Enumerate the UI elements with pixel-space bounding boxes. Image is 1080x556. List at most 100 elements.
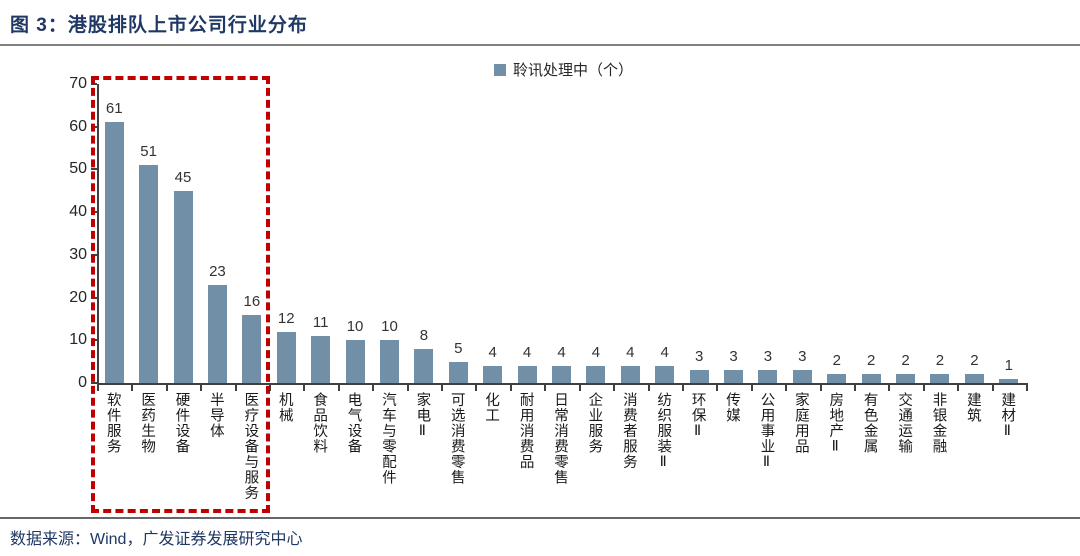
- bar: [758, 370, 778, 383]
- x-tick: [750, 385, 753, 391]
- bar-value-label: 2: [901, 352, 910, 370]
- x-tick: [1026, 385, 1028, 391]
- x-tick: [785, 385, 788, 391]
- x-tick: [578, 385, 581, 391]
- bar: [379, 340, 399, 383]
- bar: [276, 331, 296, 383]
- bar: [964, 374, 984, 383]
- legend: 聆讯处理中（个）: [494, 59, 633, 80]
- category-label: 企业服务: [586, 392, 603, 454]
- x-tick: [647, 385, 650, 391]
- legend-label: 聆讯处理中（个）: [513, 62, 634, 79]
- x-tick: [716, 385, 719, 391]
- bar-value-label: 4: [557, 343, 566, 361]
- bar: [311, 336, 331, 383]
- y-tick-label: 30: [69, 245, 87, 263]
- bar: [552, 365, 571, 383]
- category-label: 传媒: [724, 392, 741, 423]
- bar-value-label: 45: [174, 168, 192, 186]
- x-tick: [406, 385, 409, 391]
- bar-value-label: 2: [832, 352, 841, 370]
- category-label: 耐用消费品: [517, 392, 534, 470]
- bar-value-label: 10: [346, 318, 364, 336]
- bar-value-label: 4: [522, 343, 532, 361]
- y-tick-label: 40: [69, 203, 87, 221]
- category-label: 环保Ⅱ: [689, 392, 706, 440]
- y-axis: [97, 84, 99, 385]
- bar: [139, 165, 159, 383]
- category-label: 医疗设备与服务: [242, 392, 259, 501]
- x-tick: [475, 385, 478, 391]
- category-label: 交通运输: [896, 392, 913, 454]
- bar-value-label: 10: [381, 318, 398, 336]
- category-label: 机械: [276, 392, 293, 423]
- x-tick: [853, 385, 856, 391]
- x-tick: [957, 385, 960, 391]
- category-label: 日常消费零售: [552, 392, 568, 485]
- category-label: 可选消费零售: [448, 392, 465, 485]
- category-label: 软件服务: [104, 392, 121, 454]
- bar: [173, 190, 193, 383]
- x-tick: [200, 385, 203, 391]
- category-label: 电气设备: [345, 392, 362, 454]
- x-tick: [888, 385, 891, 391]
- x-tick: [681, 385, 684, 391]
- bar-value-label: 23: [209, 262, 226, 280]
- bar: [896, 374, 916, 383]
- x-tick: [269, 385, 272, 391]
- category-label: 有色金属: [861, 392, 878, 454]
- x-tick: [303, 385, 306, 391]
- bar-value-label: 12: [277, 309, 295, 327]
- bar-value-label: 61: [105, 100, 123, 118]
- bar-value-label: 3: [729, 348, 738, 366]
- bar: [861, 374, 881, 383]
- highlight-box: [91, 76, 270, 513]
- x-tick: [165, 385, 168, 391]
- x-tick: [544, 385, 547, 391]
- bar-value-label: 3: [694, 348, 704, 366]
- bar-value-label: 4: [626, 343, 635, 361]
- bar: [517, 365, 537, 383]
- category-label: 建筑: [964, 392, 981, 423]
- bar-value-label: 2: [970, 352, 979, 370]
- bar: [999, 378, 1019, 383]
- bar: [448, 361, 468, 383]
- bar: [724, 370, 744, 383]
- bar: [414, 348, 434, 383]
- top-divider: [0, 44, 1080, 46]
- bar: [792, 370, 812, 383]
- bar-value-label: 2: [866, 352, 876, 370]
- bar: [620, 365, 640, 383]
- bar: [586, 365, 606, 383]
- category-label: 汽车与零配件: [379, 392, 396, 485]
- figure-title: 图 3：港股排队上市公司行业分布: [10, 15, 308, 36]
- bar-value-label: 8: [419, 326, 429, 344]
- category-label: 房地产Ⅱ: [827, 392, 844, 456]
- category-label: 硬件设备: [173, 392, 190, 454]
- bar: [207, 284, 227, 383]
- y-tick-label: 60: [69, 117, 87, 135]
- x-axis: [97, 383, 1028, 385]
- bar-value-label: 4: [660, 343, 669, 361]
- y-tick-label: 50: [69, 160, 87, 178]
- bar-value-label: 51: [140, 143, 157, 161]
- bar-value-label: 16: [243, 292, 261, 310]
- category-label: 建材Ⅱ: [999, 392, 1016, 440]
- bar-value-label: 3: [763, 348, 773, 366]
- x-tick: [922, 385, 925, 391]
- category-label: 医药生物: [139, 392, 156, 454]
- bar: [827, 374, 847, 383]
- x-tick: [337, 385, 340, 391]
- x-tick: [372, 385, 375, 391]
- x-tick: [234, 385, 237, 391]
- x-tick: [441, 385, 444, 391]
- x-tick: [991, 385, 994, 391]
- bar-value-label: 5: [454, 339, 463, 357]
- x-tick: [509, 385, 512, 391]
- category-label: 非银金融: [930, 392, 947, 454]
- x-tick: [131, 385, 134, 391]
- bar: [483, 365, 503, 383]
- bar-value-label: 2: [935, 352, 945, 370]
- bottom-divider: [0, 517, 1080, 519]
